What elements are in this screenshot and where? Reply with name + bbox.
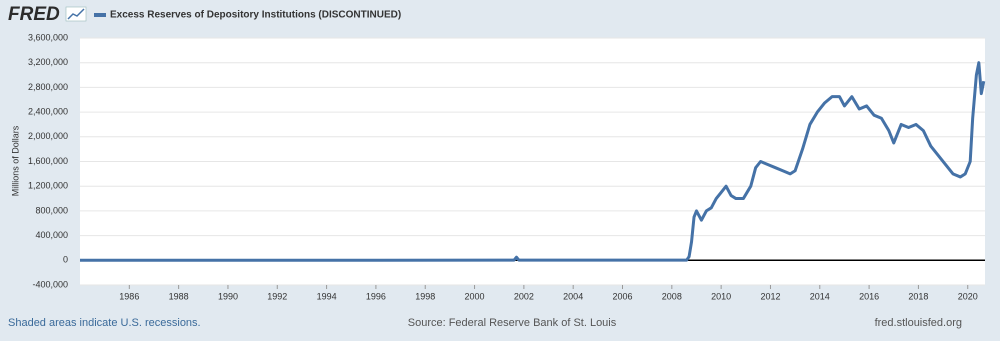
series-line <box>80 61 986 262</box>
x-tick-label: 2008 <box>662 291 682 301</box>
x-tick-label: 2014 <box>810 291 830 301</box>
x-tick-label: 2018 <box>908 291 928 301</box>
y-tick-label: 0 <box>63 255 68 265</box>
y-tick-label: 2,000,000 <box>28 131 68 141</box>
footer-source: Source: Federal Reserve Bank of St. Loui… <box>408 317 617 329</box>
y-tick-label: 400,000 <box>35 230 68 240</box>
x-tick-label: 2002 <box>514 291 534 301</box>
y-tick-label: -400,000 <box>32 279 68 289</box>
x-tick-label: 2012 <box>760 291 780 301</box>
y-axis-label: Millions of Dollars <box>10 125 20 196</box>
x-tick-label: 1990 <box>218 291 238 301</box>
x-tick-label: 2000 <box>465 291 485 301</box>
x-tick-label: 2004 <box>563 291 583 301</box>
y-tick-label: 1,200,000 <box>28 181 68 191</box>
x-tick-label: 2016 <box>859 291 879 301</box>
y-tick-label: 800,000 <box>35 205 68 215</box>
x-tick-label: 1992 <box>267 291 287 301</box>
legend-label: Excess Reserves of Depository Institutio… <box>110 10 401 21</box>
y-tick-label: 3,200,000 <box>28 57 68 67</box>
y-tick-label: 1,600,000 <box>28 156 68 166</box>
x-tick-label: 1998 <box>415 291 435 301</box>
x-tick-label: 2010 <box>711 291 731 301</box>
x-tick-label: 2020 <box>958 291 978 301</box>
x-tick-label: 1994 <box>317 291 337 301</box>
x-tick-label: 2006 <box>612 291 632 301</box>
y-tick-label: 2,800,000 <box>28 82 68 92</box>
logo: FRED <box>8 4 60 25</box>
x-tick-label: 1996 <box>366 291 386 301</box>
x-tick-label: 1988 <box>169 291 189 301</box>
footer-url: fred.stlouisfed.org <box>875 317 962 329</box>
footer-note: Shaded areas indicate U.S. recessions. <box>8 317 201 329</box>
y-tick-label: 3,600,000 <box>28 32 68 42</box>
y-tick-label: 2,400,000 <box>28 106 68 116</box>
logo-icon <box>65 6 87 22</box>
x-tick-label: 1986 <box>119 291 139 301</box>
